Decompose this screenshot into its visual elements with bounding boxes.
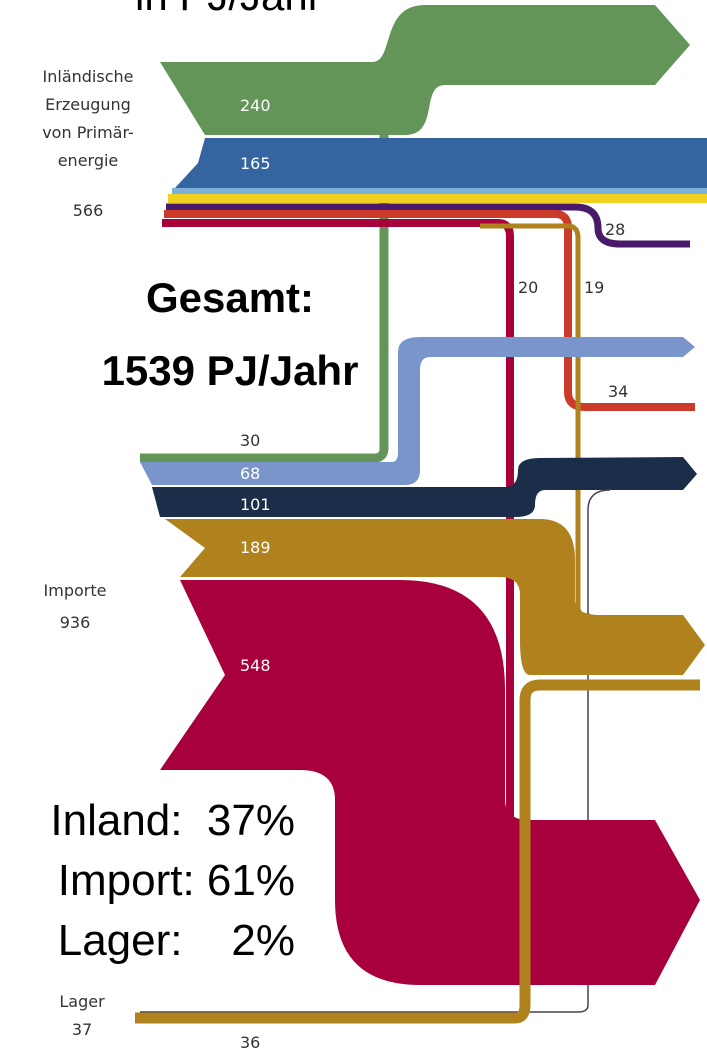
flow-gold xyxy=(165,519,705,675)
flow-lightblue xyxy=(140,337,695,485)
source-total: 37 xyxy=(72,1020,92,1039)
flow-value: 240 xyxy=(240,96,271,115)
total-label: Gesamt: xyxy=(146,274,314,321)
source-label-line: Lager xyxy=(59,992,105,1011)
source-label-line: Importe xyxy=(44,581,107,600)
flow-yellow xyxy=(168,194,707,203)
flow-value: 189 xyxy=(240,538,271,557)
flow-gold-storage xyxy=(135,679,700,1024)
flow-value: 548 xyxy=(240,656,271,675)
flow-navy xyxy=(152,457,697,517)
source-label: Inländische Erzeugung von Primär- energi… xyxy=(42,67,134,1039)
share: Import: 61% xyxy=(58,856,295,905)
flow-value: 36 xyxy=(240,1033,260,1052)
source-total: 566 xyxy=(73,201,104,220)
flow-value: 34 xyxy=(608,382,628,401)
unit: in PJ/Jahr xyxy=(135,0,322,19)
flow-lightblue-thin xyxy=(172,188,707,194)
share: Inland: 37% xyxy=(50,796,295,845)
source-label-line: Inländische xyxy=(43,67,134,86)
flow-crimson xyxy=(160,580,700,985)
source-total: 936 xyxy=(60,613,91,632)
flow-value: 101 xyxy=(240,495,271,514)
flow-value: 19 xyxy=(584,278,604,297)
flow-green xyxy=(160,5,690,135)
flow-value: 20 xyxy=(518,278,538,297)
flows xyxy=(135,5,707,1024)
summary: Gesamt: 1539 PJ/Jahr Inland: 37% Import:… xyxy=(50,274,358,965)
share: Lager: 2% xyxy=(58,916,295,965)
source-label-line: energie xyxy=(58,151,119,170)
flow-value: 28 xyxy=(605,220,625,239)
total-value: 1539 PJ/Jahr xyxy=(102,347,359,394)
flow-purple xyxy=(166,203,690,248)
flow-grey-line xyxy=(140,489,611,1013)
source-label-line: Erzeugung xyxy=(45,95,131,114)
flow-green-thin xyxy=(140,130,389,463)
flow-value: 165 xyxy=(240,154,271,173)
flow-values: 240 165 28 20 19 34 30 68 101 189 548 36 xyxy=(240,96,628,1052)
source-label-line: von Primär- xyxy=(42,123,134,142)
flow-value: 68 xyxy=(240,464,260,483)
flow-blue xyxy=(175,138,707,188)
flow-value: 30 xyxy=(240,431,260,450)
